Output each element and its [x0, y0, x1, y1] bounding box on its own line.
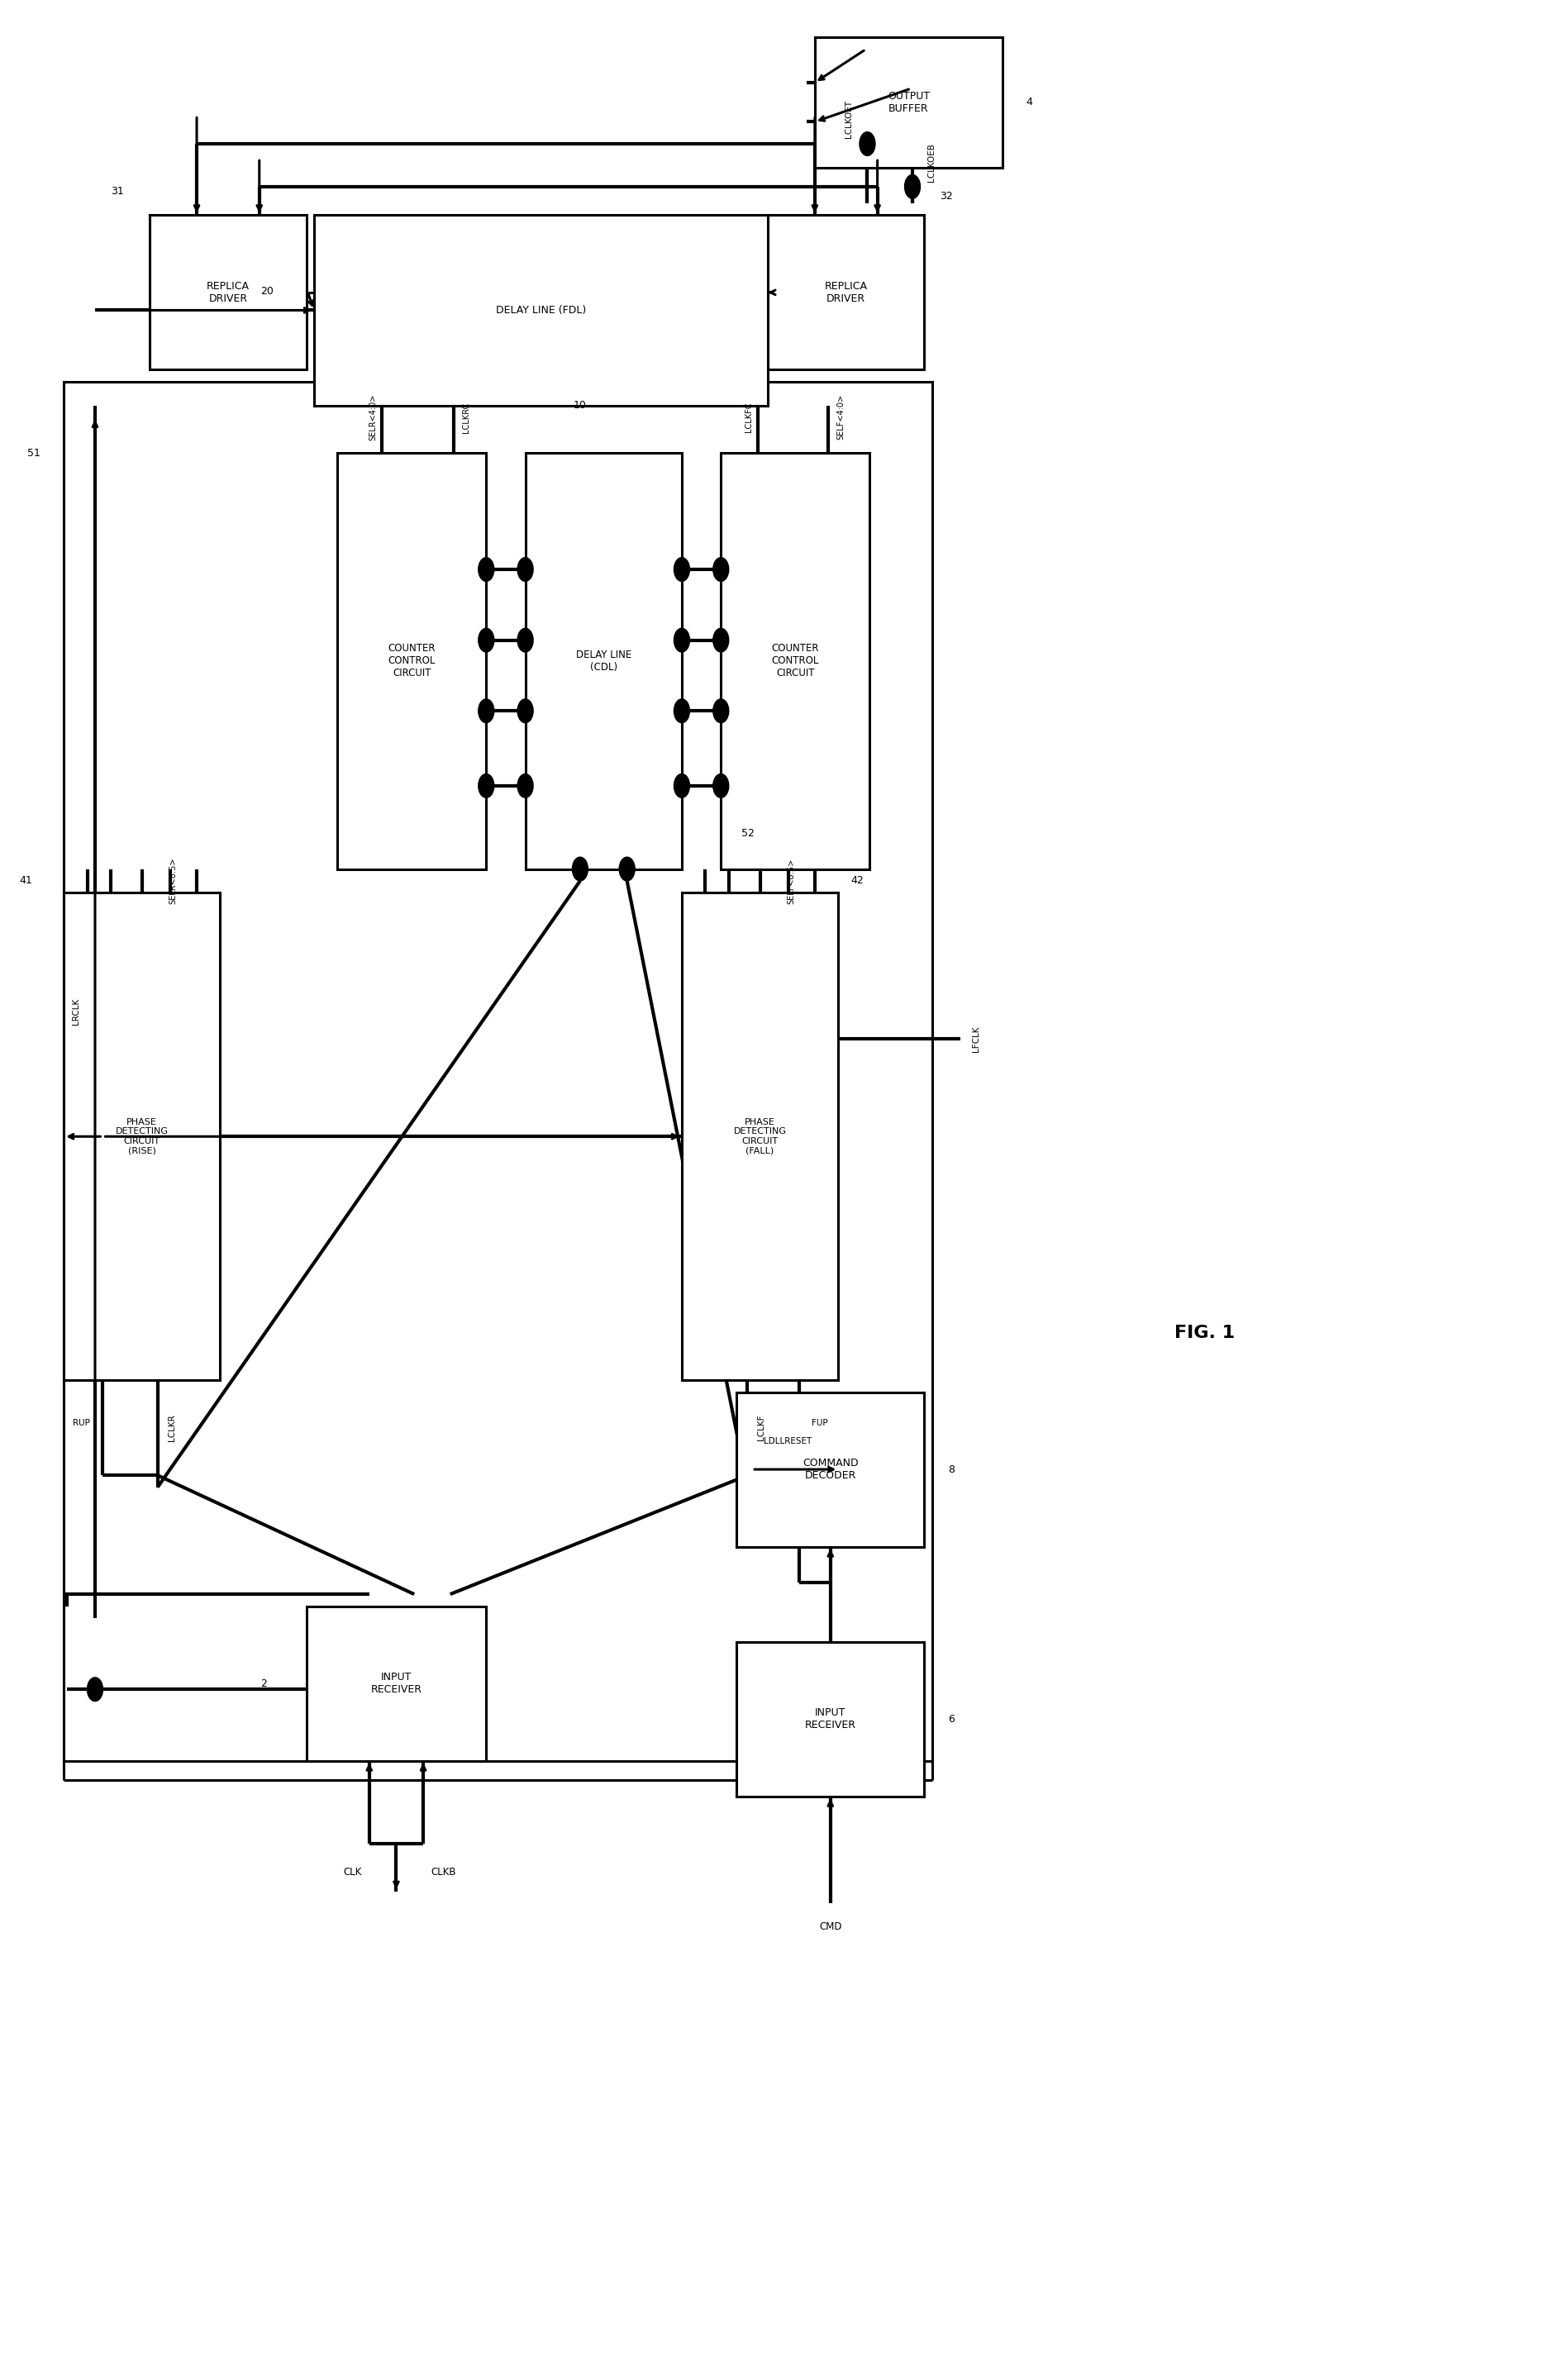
Text: 32: 32: [940, 190, 953, 202]
Text: COMMAND
DECODER: COMMAND DECODER: [802, 1459, 859, 1480]
Text: LCLKRC: LCLKRC: [462, 402, 470, 433]
Circle shape: [674, 628, 689, 652]
Text: 42: 42: [851, 876, 863, 885]
Text: 20: 20: [260, 286, 274, 298]
Circle shape: [478, 628, 494, 652]
Text: LCLKR: LCLKR: [168, 1414, 176, 1442]
Text: SELR<4:0>: SELR<4:0>: [368, 395, 378, 440]
Bar: [64, 381, 932, 1761]
Text: SELF<8:5>: SELF<8:5>: [787, 859, 796, 904]
Text: PHASE
DETECTING
CIRCUIT
(FALL): PHASE DETECTING CIRCUIT (FALL): [733, 1119, 787, 1154]
Text: LCLKFC: LCLKFC: [744, 402, 752, 433]
Bar: [525, 452, 682, 869]
Text: FUP: FUP: [812, 1418, 827, 1428]
Bar: [150, 214, 306, 369]
Text: PHASE
DETECTING
CIRCUIT
(RISE): PHASE DETECTING CIRCUIT (RISE): [116, 1119, 168, 1154]
Text: 51: 51: [27, 447, 41, 459]
Text: LFCLK: LFCLK: [972, 1026, 979, 1052]
Circle shape: [478, 557, 494, 581]
Text: REPLICA
DRIVER: REPLICA DRIVER: [207, 281, 249, 305]
Text: INPUT
RECEIVER: INPUT RECEIVER: [805, 1706, 856, 1730]
Bar: [721, 452, 870, 869]
Bar: [313, 214, 768, 405]
Bar: [815, 36, 1003, 167]
Text: INPUT
RECEIVER: INPUT RECEIVER: [371, 1671, 422, 1695]
Text: REPLICA
DRIVER: REPLICA DRIVER: [824, 281, 868, 305]
Circle shape: [713, 700, 729, 724]
Circle shape: [517, 557, 533, 581]
Text: 41: 41: [19, 876, 33, 885]
Text: 8: 8: [948, 1464, 954, 1476]
Bar: [337, 452, 486, 869]
Circle shape: [478, 700, 494, 724]
Bar: [306, 1606, 486, 1761]
Circle shape: [478, 774, 494, 797]
Text: FIG. 1: FIG. 1: [1175, 1323, 1235, 1340]
Circle shape: [619, 857, 635, 881]
Circle shape: [713, 628, 729, 652]
Text: LCLKOET: LCLKOET: [845, 100, 852, 138]
Circle shape: [517, 774, 533, 797]
Text: CLK: CLK: [343, 1866, 362, 1878]
Text: LRCLK: LRCLK: [72, 997, 80, 1026]
Text: LCLKF: LCLKF: [757, 1414, 766, 1440]
Circle shape: [713, 557, 729, 581]
Text: COUNTER
CONTROL
CIRCUIT: COUNTER CONTROL CIRCUIT: [389, 643, 436, 678]
Text: LDLLRESET: LDLLRESET: [763, 1438, 812, 1445]
Text: SELR<8:5>: SELR<8:5>: [169, 857, 177, 904]
Text: 6: 6: [948, 1714, 954, 1726]
Circle shape: [860, 131, 876, 155]
Text: DELAY LINE
(CDL): DELAY LINE (CDL): [575, 650, 632, 674]
Text: DELAY LINE (FDL): DELAY LINE (FDL): [495, 305, 586, 317]
Bar: [64, 892, 221, 1380]
Text: 10: 10: [574, 400, 586, 412]
Text: CMD: CMD: [820, 1921, 841, 1933]
Text: LCLKOEB: LCLKOEB: [928, 143, 935, 181]
Circle shape: [674, 700, 689, 724]
Bar: [682, 892, 838, 1380]
Text: 2: 2: [260, 1678, 266, 1690]
Circle shape: [517, 700, 533, 724]
Bar: [736, 1392, 925, 1547]
Circle shape: [572, 857, 588, 881]
Text: RUP: RUP: [74, 1418, 91, 1428]
Circle shape: [713, 774, 729, 797]
Text: COUNTER
CONTROL
CIRCUIT: COUNTER CONTROL CIRCUIT: [771, 643, 820, 678]
Circle shape: [674, 774, 689, 797]
Bar: [736, 1642, 925, 1797]
Circle shape: [517, 628, 533, 652]
Text: CLKB: CLKB: [431, 1866, 456, 1878]
Circle shape: [674, 557, 689, 581]
Text: 4: 4: [1026, 98, 1033, 107]
Circle shape: [904, 174, 920, 198]
Text: 52: 52: [741, 828, 754, 838]
Text: 31: 31: [111, 186, 124, 198]
Text: SELF<4:0>: SELF<4:0>: [837, 395, 845, 440]
Text: OUTPUT
BUFFER: OUTPUT BUFFER: [887, 90, 929, 114]
Bar: [768, 214, 925, 369]
Circle shape: [88, 1678, 103, 1702]
